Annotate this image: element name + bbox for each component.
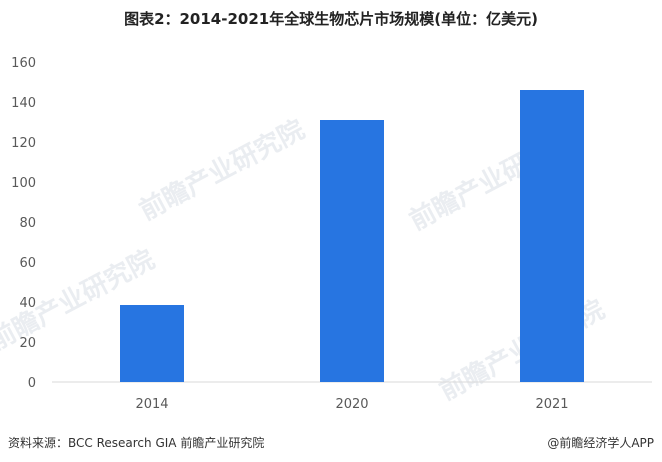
x-axis: 2014 2020 2021: [135, 397, 568, 412]
y-tick-label: 140: [11, 96, 36, 111]
y-tick-label: 40: [19, 296, 36, 311]
y-tick-label: 100: [11, 176, 36, 191]
chart-title: 图表2：2014-2021年全球生物芯片市场规模(单位：亿美元): [124, 10, 538, 28]
y-tick-label: 20: [19, 336, 36, 351]
y-tick-label: 120: [11, 136, 36, 151]
y-tick-label: 80: [19, 216, 36, 231]
bar-2014: [120, 305, 184, 382]
y-tick-label: 0: [28, 376, 36, 391]
x-tick-label: 2020: [335, 397, 368, 412]
x-tick-label: 2014: [135, 397, 168, 412]
y-tick-label: 160: [11, 56, 36, 71]
brand-label: @前瞻经济学人APP: [547, 436, 654, 450]
bars: [120, 90, 584, 382]
source-note: 资料来源：BCC Research GIA 前瞻产业研究院: [8, 436, 265, 450]
y-axis: 0 20 40 60 80 100 120 140 160: [11, 56, 36, 391]
y-tick-label: 60: [19, 256, 36, 271]
x-tick-label: 2021: [535, 397, 568, 412]
bar-chart: 0 20 40 60 80 100 120 140 160 2014 2020 2021: [11, 56, 652, 412]
bar-2020: [320, 120, 384, 382]
bar-2021: [520, 90, 584, 382]
